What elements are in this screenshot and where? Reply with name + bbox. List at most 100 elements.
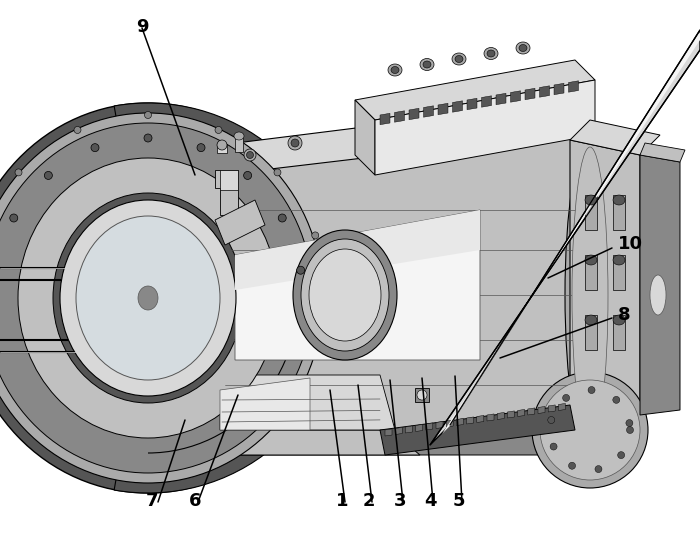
Ellipse shape: [548, 417, 555, 423]
Polygon shape: [570, 120, 660, 155]
Bar: [235, 138, 243, 152]
Ellipse shape: [18, 158, 278, 438]
Bar: [585, 315, 597, 350]
Ellipse shape: [215, 126, 222, 134]
Ellipse shape: [585, 315, 597, 325]
Ellipse shape: [217, 140, 227, 150]
Text: 7: 7: [146, 492, 158, 510]
Polygon shape: [600, 130, 620, 445]
Polygon shape: [640, 143, 685, 162]
Ellipse shape: [10, 214, 18, 222]
Text: 10: 10: [618, 235, 643, 253]
Ellipse shape: [626, 419, 633, 427]
Polygon shape: [538, 407, 545, 413]
Text: 4: 4: [424, 492, 436, 510]
Ellipse shape: [613, 255, 625, 265]
Ellipse shape: [60, 200, 236, 396]
Bar: [613, 255, 625, 290]
Bar: [220, 170, 238, 215]
Ellipse shape: [388, 64, 402, 76]
Polygon shape: [436, 422, 443, 428]
Polygon shape: [355, 60, 595, 120]
Ellipse shape: [563, 394, 570, 402]
Ellipse shape: [613, 315, 625, 325]
Polygon shape: [456, 418, 463, 426]
Polygon shape: [540, 86, 550, 97]
Bar: [613, 315, 625, 350]
Ellipse shape: [288, 136, 302, 150]
Polygon shape: [525, 89, 535, 100]
Ellipse shape: [484, 47, 498, 60]
Bar: [415, 388, 429, 402]
Ellipse shape: [278, 214, 286, 222]
Ellipse shape: [234, 132, 244, 140]
Text: 3: 3: [393, 492, 406, 510]
Ellipse shape: [312, 232, 318, 239]
Ellipse shape: [585, 195, 597, 205]
Bar: [585, 255, 597, 290]
Ellipse shape: [297, 266, 304, 274]
Polygon shape: [510, 91, 521, 102]
Ellipse shape: [391, 66, 399, 74]
Text: 2: 2: [363, 492, 375, 510]
Ellipse shape: [76, 216, 220, 380]
Ellipse shape: [588, 387, 595, 394]
Bar: [613, 195, 625, 230]
Polygon shape: [640, 155, 680, 415]
Polygon shape: [395, 427, 402, 434]
Bar: [217, 145, 227, 153]
Ellipse shape: [74, 126, 81, 134]
Ellipse shape: [138, 286, 158, 310]
Polygon shape: [235, 210, 480, 290]
Polygon shape: [235, 210, 480, 360]
Ellipse shape: [420, 58, 434, 71]
Polygon shape: [442, 32, 700, 434]
Ellipse shape: [487, 50, 495, 57]
Ellipse shape: [455, 56, 463, 62]
Ellipse shape: [0, 113, 323, 483]
Text: 6: 6: [189, 492, 202, 510]
Ellipse shape: [612, 397, 620, 403]
Polygon shape: [568, 81, 578, 92]
Bar: [585, 195, 597, 230]
Polygon shape: [517, 409, 524, 417]
Text: 9: 9: [136, 18, 148, 36]
Ellipse shape: [0, 103, 333, 493]
Ellipse shape: [550, 443, 557, 450]
Polygon shape: [426, 423, 433, 430]
Polygon shape: [548, 405, 555, 412]
Ellipse shape: [519, 45, 527, 51]
Polygon shape: [446, 420, 453, 427]
Ellipse shape: [274, 169, 281, 176]
Ellipse shape: [144, 134, 152, 142]
Polygon shape: [220, 130, 600, 430]
Ellipse shape: [423, 61, 431, 68]
Ellipse shape: [91, 144, 99, 152]
Polygon shape: [467, 417, 474, 424]
Ellipse shape: [572, 147, 608, 443]
Ellipse shape: [246, 152, 253, 159]
Polygon shape: [497, 412, 504, 419]
Ellipse shape: [617, 452, 624, 458]
Polygon shape: [430, 30, 700, 445]
Polygon shape: [220, 100, 600, 175]
Polygon shape: [215, 200, 265, 245]
Ellipse shape: [595, 466, 602, 472]
Ellipse shape: [244, 172, 251, 179]
Polygon shape: [220, 378, 310, 430]
Polygon shape: [220, 375, 395, 430]
Polygon shape: [559, 403, 566, 411]
Ellipse shape: [568, 462, 575, 469]
Ellipse shape: [44, 172, 52, 179]
Ellipse shape: [565, 140, 615, 450]
Polygon shape: [355, 100, 375, 175]
Ellipse shape: [452, 53, 466, 65]
Ellipse shape: [516, 42, 530, 54]
Polygon shape: [482, 96, 491, 107]
Ellipse shape: [244, 149, 256, 161]
Polygon shape: [375, 80, 595, 175]
Ellipse shape: [197, 144, 205, 152]
Polygon shape: [508, 411, 514, 418]
Text: 1: 1: [336, 492, 349, 510]
Ellipse shape: [613, 195, 625, 205]
